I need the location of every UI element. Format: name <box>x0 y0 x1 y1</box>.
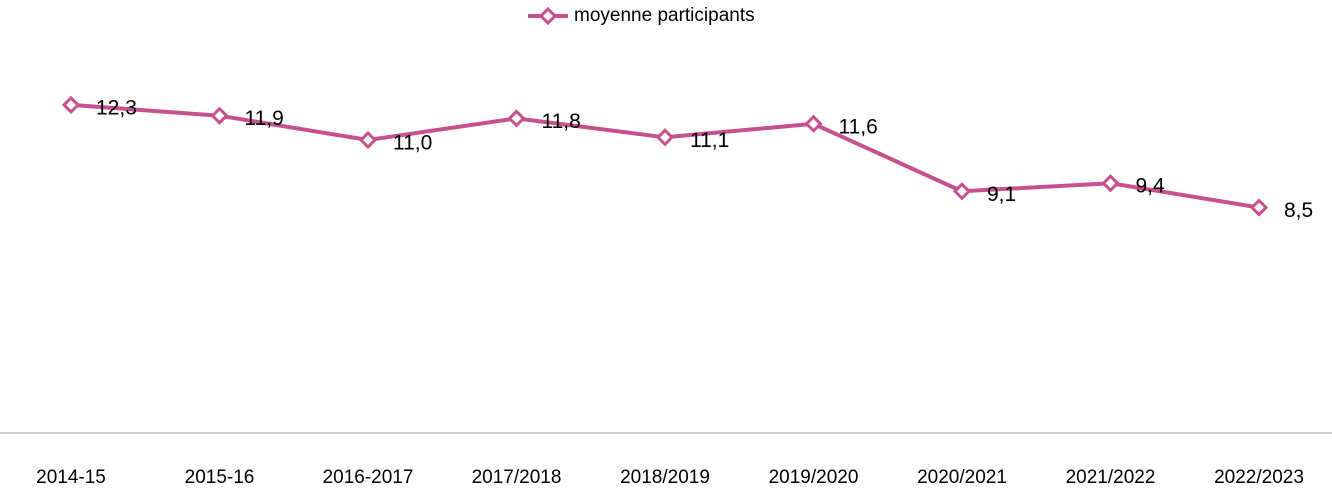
data-label: 8,5 <box>1284 199 1313 222</box>
x-tick-label: 2015-16 <box>185 467 255 488</box>
data-label: 11,8 <box>542 110 581 133</box>
data-label: 9,4 <box>1136 175 1166 198</box>
x-tick-label: 2014-15 <box>36 467 106 488</box>
marker <box>952 182 972 201</box>
data-label: 11,1 <box>690 129 729 152</box>
legend-label: moyenne participants <box>574 5 755 26</box>
x-tick-label: 2021/2022 <box>1066 467 1156 488</box>
data-label: 12,3 <box>96 96 137 119</box>
data-label: 11,9 <box>245 107 284 130</box>
marker <box>1101 174 1120 193</box>
x-tick-label: 2016-2017 <box>323 467 414 488</box>
marker <box>61 95 81 115</box>
x-tick-label: 2017/2018 <box>472 467 562 488</box>
x-tick-label: 2018/2019 <box>620 467 710 488</box>
marker <box>358 130 378 150</box>
data-label: 11,6 <box>839 115 878 138</box>
marker <box>655 128 675 147</box>
marker <box>1249 198 1269 217</box>
x-tick-label: 2019/2020 <box>769 467 859 488</box>
data-label: 9,1 <box>987 183 1016 206</box>
legend-marker <box>538 6 558 26</box>
x-tick-label: 2020/2021 <box>917 467 1007 488</box>
marker <box>210 106 229 125</box>
x-tick-label: 2022/2023 <box>1214 467 1304 488</box>
marker <box>804 114 823 133</box>
marker <box>507 109 526 128</box>
data-label: 11,0 <box>393 132 432 155</box>
